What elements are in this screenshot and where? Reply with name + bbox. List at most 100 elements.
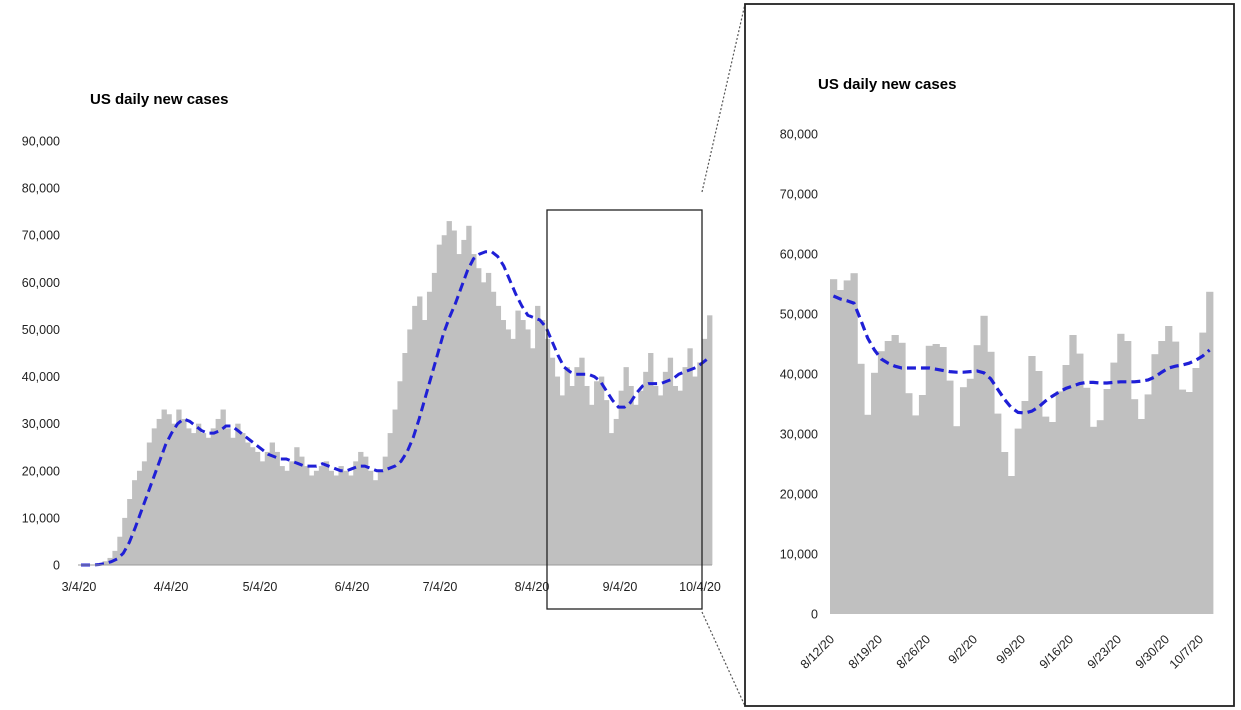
left-bar [682, 367, 688, 565]
zoom-connector-bottom [701, 611, 746, 707]
left-bar [613, 418, 620, 565]
right-bar [1151, 354, 1159, 614]
left-bar [284, 470, 290, 565]
right-bar [1007, 476, 1016, 614]
right-y-tick-label: 70,000 [780, 188, 818, 202]
left-bar [264, 451, 271, 565]
left-x-tick-label: 8/4/20 [515, 580, 550, 594]
left-bar [235, 423, 241, 565]
left-bar [323, 461, 330, 565]
left-bar [441, 235, 447, 565]
left-bar [569, 385, 575, 565]
zoomed-bars [830, 273, 1214, 614]
left-y-tick-label: 40,000 [22, 370, 60, 384]
left-bar [653, 385, 659, 565]
right-bar [994, 413, 1002, 614]
right-bar [857, 363, 865, 614]
left-bar [102, 561, 108, 565]
right-y-tick-label: 80,000 [780, 128, 818, 142]
left-bar [456, 254, 462, 565]
left-bar [333, 475, 339, 565]
left-bar [657, 395, 664, 565]
left-bar [618, 390, 624, 565]
left-bar [141, 461, 148, 565]
left-bar [471, 254, 477, 565]
right-bar [1206, 291, 1214, 614]
right-bar [1069, 335, 1077, 614]
right-y-tick-label: 60,000 [780, 248, 818, 262]
right-bar [1165, 326, 1173, 614]
left-bar [363, 456, 369, 565]
right-bar [966, 378, 975, 614]
left-bar [132, 480, 138, 565]
left-bar [402, 353, 408, 565]
right-bar [925, 345, 933, 614]
left-bar [584, 385, 590, 565]
left-bar [377, 470, 384, 565]
left-bar [122, 517, 128, 565]
left-bar [200, 433, 207, 565]
right-bar [877, 351, 886, 614]
left-x-tick-label: 7/4/20 [423, 580, 458, 594]
right-bar [1144, 394, 1152, 614]
right-bar [871, 372, 879, 614]
overview-chart: US daily new cases 0 10,000 20,000 30,000 40… [22, 91, 721, 594]
left-bar [181, 418, 187, 565]
left-bar [677, 390, 683, 565]
left-bar [254, 451, 261, 565]
right-bar [1137, 419, 1146, 614]
left-x-tick-label: 4/4/20 [154, 580, 189, 594]
left-bar [707, 315, 713, 565]
right-bar [1117, 333, 1125, 614]
left-bar [230, 437, 236, 565]
right-bar [953, 426, 961, 614]
right-bar [932, 344, 940, 614]
left-bar [117, 536, 123, 565]
right-bar [918, 395, 927, 614]
left-bar [687, 348, 693, 565]
left-bar [259, 461, 266, 565]
right-bar [1158, 341, 1166, 614]
left-bar [638, 390, 644, 565]
left-bar [220, 409, 226, 565]
left-bar [692, 376, 698, 565]
left-y-tick-label: 60,000 [22, 276, 60, 290]
left-bar [515, 310, 521, 565]
left-x-tick-label: 6/4/20 [335, 580, 370, 594]
left-bar [313, 470, 320, 565]
left-bar [633, 404, 639, 565]
right-bar [987, 351, 995, 614]
left-bar [426, 291, 433, 565]
right-bar [946, 380, 954, 614]
left-bar [304, 466, 310, 565]
left-bar [225, 428, 231, 565]
right-bar [1178, 389, 1187, 614]
right-bar [1192, 368, 1200, 614]
zoomed-y-tick-labels: 0 10,000 20,000 30,000 40,000 50,000 60,000 70,… [780, 128, 818, 622]
left-bar [520, 320, 526, 565]
left-bar [397, 381, 403, 565]
right-bar [1130, 399, 1139, 614]
left-bar [672, 385, 678, 565]
left-bar [269, 442, 275, 565]
right-bar [898, 342, 906, 614]
right-bar [1035, 371, 1043, 614]
left-bar [476, 268, 482, 565]
left-bar [623, 367, 629, 565]
left-bar [422, 320, 428, 565]
right-bar [973, 345, 981, 614]
right-y-tick-label: 0 [811, 608, 818, 622]
right-bar [830, 279, 838, 614]
left-x-tick-label: 3/4/20 [62, 580, 97, 594]
left-bar [245, 442, 251, 565]
left-bar [648, 353, 654, 565]
left-bar [495, 305, 502, 565]
right-bar [1055, 391, 1063, 614]
left-bar [525, 329, 531, 565]
left-x-tick-label: 5/4/20 [243, 580, 278, 594]
right-bar [1042, 416, 1050, 614]
left-bar [112, 550, 118, 565]
left-bar [171, 423, 177, 565]
left-bar [186, 428, 192, 565]
